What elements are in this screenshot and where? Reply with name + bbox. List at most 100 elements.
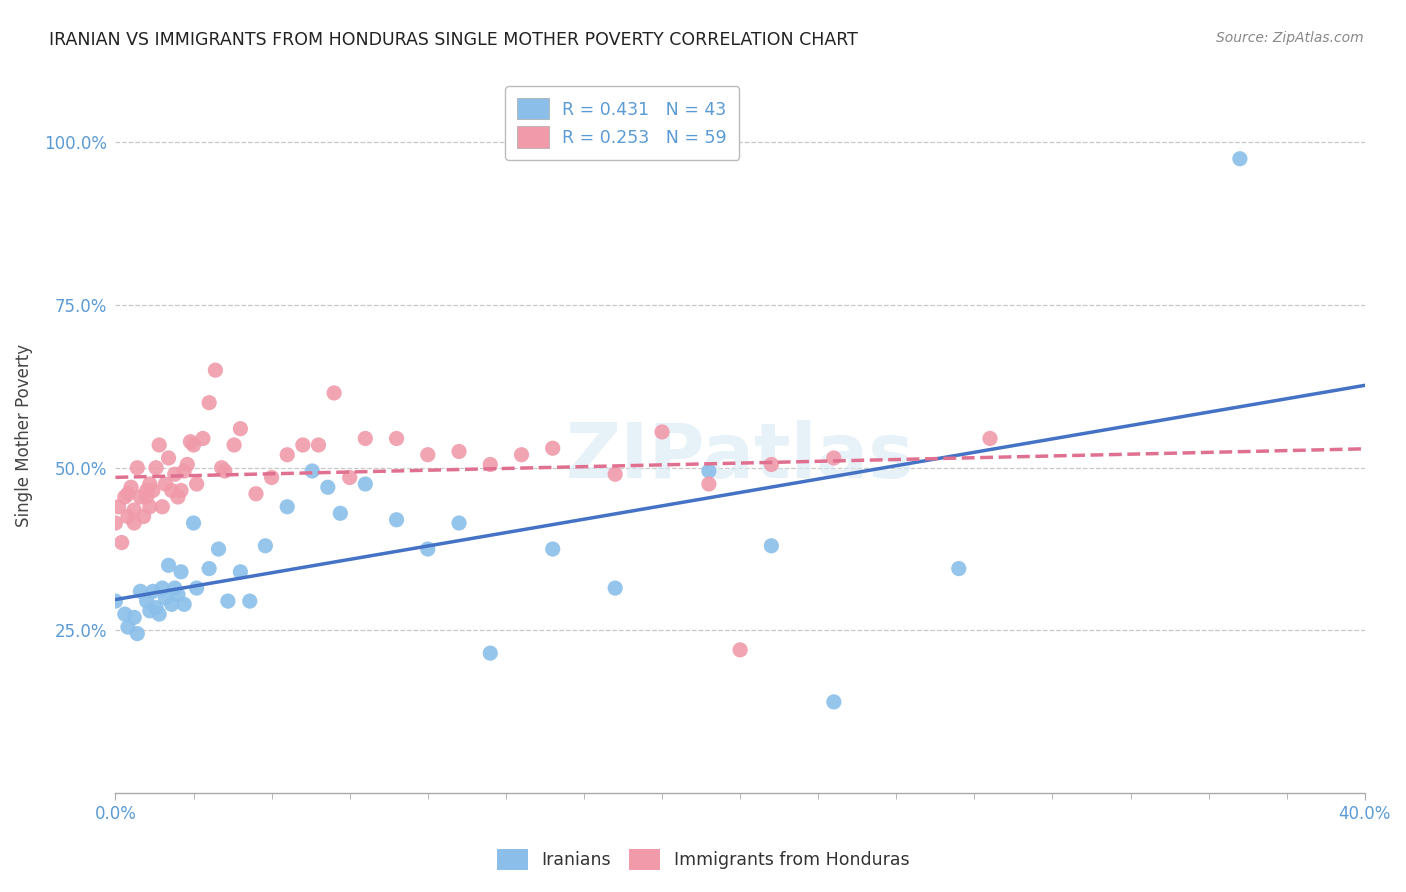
Legend: Iranians, Immigrants from Honduras: Iranians, Immigrants from Honduras (488, 840, 918, 879)
Point (229, 565, 252, 579)
Text: Source: ZipAtlas.com: Source: ZipAtlas.com (1216, 31, 1364, 45)
Point (245, 487, 267, 501)
Point (761, 539, 783, 553)
Point (214, 464, 236, 478)
Legend: R = 0.431   N = 43, R = 0.253   N = 59: R = 0.431 N = 43, R = 0.253 N = 59 (505, 87, 740, 160)
Point (728, 643, 751, 657)
Point (150, 500, 173, 514)
Point (129, 490, 152, 504)
Point (224, 438, 246, 452)
Point (191, 432, 214, 446)
Point (107, 500, 129, 514)
Point (127, 460, 149, 475)
Point (129, 584, 152, 599)
Point (104, 516, 127, 530)
Point (697, 464, 720, 478)
Point (291, 438, 314, 452)
Point (186, 477, 208, 491)
Point (697, 477, 720, 491)
Point (173, 598, 195, 612)
Point (117, 620, 139, 634)
Point (316, 480, 339, 494)
Point (139, 500, 162, 514)
Point (150, 581, 173, 595)
Point (117, 509, 139, 524)
Point (761, 458, 783, 472)
Point (354, 477, 377, 491)
Point (160, 598, 183, 612)
Point (135, 483, 157, 498)
Point (198, 561, 221, 575)
Point (142, 483, 165, 498)
Point (157, 558, 180, 573)
Point (160, 483, 183, 498)
Point (104, 594, 127, 608)
Point (167, 588, 190, 602)
Point (139, 604, 162, 618)
Point (823, 450, 845, 465)
Point (605, 467, 627, 482)
Point (155, 591, 177, 605)
Point (186, 581, 208, 595)
Point (207, 542, 229, 557)
Point (127, 626, 149, 640)
Point (122, 503, 145, 517)
Point (605, 581, 627, 595)
Point (354, 432, 377, 446)
Point (176, 458, 198, 472)
Point (229, 422, 252, 436)
Point (114, 490, 136, 504)
Point (167, 490, 190, 504)
Point (148, 607, 170, 621)
Point (323, 386, 346, 401)
Point (122, 610, 145, 624)
Point (173, 464, 195, 478)
Point (1229, 152, 1251, 166)
Point (139, 477, 162, 491)
Point (979, 432, 1001, 446)
Point (301, 464, 323, 478)
Point (148, 438, 170, 452)
Point (183, 438, 205, 452)
Point (155, 477, 177, 491)
Point (239, 594, 262, 608)
Point (447, 516, 470, 530)
Point (541, 441, 564, 455)
Point (447, 444, 470, 458)
Text: IRANIAN VS IMMIGRANTS FROM HONDURAS SINGLE MOTHER POVERTY CORRELATION CHART: IRANIAN VS IMMIGRANTS FROM HONDURAS SING… (49, 31, 858, 49)
Point (163, 467, 186, 482)
Point (117, 487, 139, 501)
Point (385, 432, 408, 446)
Point (329, 506, 352, 520)
Point (120, 480, 142, 494)
Point (948, 561, 970, 575)
Point (142, 584, 165, 599)
Point (198, 395, 221, 409)
Point (145, 600, 167, 615)
Point (183, 516, 205, 530)
Point (416, 448, 439, 462)
Point (276, 448, 298, 462)
Point (254, 539, 277, 553)
Point (217, 594, 239, 608)
Y-axis label: Single Mother Poverty: Single Mother Poverty (15, 343, 32, 527)
Point (135, 490, 157, 504)
Point (416, 542, 439, 557)
Point (204, 363, 226, 377)
Point (276, 500, 298, 514)
Point (211, 460, 233, 475)
Point (170, 565, 193, 579)
Point (122, 516, 145, 530)
Point (135, 594, 157, 608)
Point (157, 450, 180, 465)
Point (179, 434, 201, 449)
Point (145, 460, 167, 475)
Point (163, 581, 186, 595)
Point (823, 695, 845, 709)
Point (114, 607, 136, 621)
Point (385, 513, 408, 527)
Point (170, 483, 193, 498)
Point (111, 535, 134, 549)
Point (651, 425, 673, 439)
Point (479, 646, 502, 660)
